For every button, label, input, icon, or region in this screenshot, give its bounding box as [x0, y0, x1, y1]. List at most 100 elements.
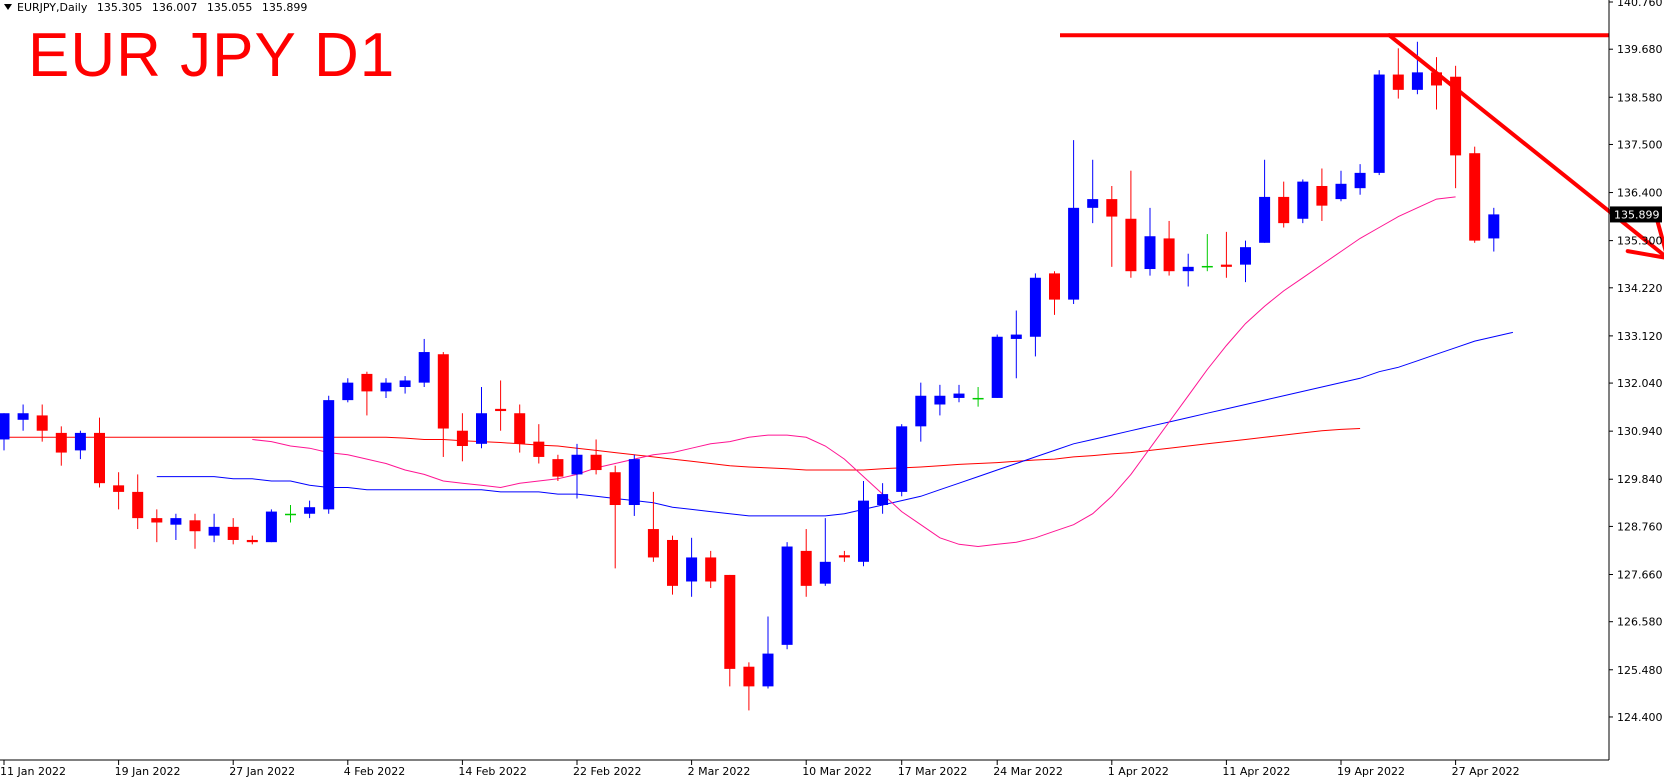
candle-body: [533, 441, 545, 457]
candle-body: [304, 507, 316, 514]
y-tick-label: 139.680: [1617, 43, 1663, 56]
candle-body: [495, 408, 507, 412]
x-tick-label: 11 Apr 2022: [1222, 765, 1290, 778]
candle-body: [628, 459, 640, 506]
candle-body: [1068, 207, 1080, 300]
y-tick-label: 125.480: [1617, 664, 1663, 677]
candle-body: [151, 518, 163, 523]
candle-body: [1335, 183, 1347, 200]
candle-body: [896, 426, 908, 492]
candle-body: [17, 413, 29, 420]
y-tick-label: 132.040: [1617, 377, 1663, 390]
candle-body: [1259, 196, 1271, 243]
candle-body: [1316, 185, 1328, 206]
candle-body: [342, 382, 354, 401]
candle-body: [514, 413, 526, 444]
candle-body: [934, 395, 946, 405]
candle-body: [609, 472, 621, 506]
ohlc-close: 135.899: [261, 1, 308, 14]
candle-body: [1240, 247, 1251, 265]
candle-body: [437, 354, 449, 429]
candle-body: [1411, 72, 1423, 90]
ohlc-low: 135.055: [206, 1, 253, 14]
x-tick-label: 1 Apr 2022: [1108, 765, 1169, 778]
x-tick-label: 11 Jan 2022: [0, 765, 66, 778]
y-tick-label: 126.580: [1617, 616, 1663, 629]
candle-body: [1488, 214, 1500, 239]
candle-body: [1029, 277, 1041, 337]
y-tick-label: 124.400: [1617, 711, 1663, 724]
candle-body: [743, 666, 755, 687]
candle-body: [1450, 76, 1462, 156]
candle-body: [246, 539, 258, 543]
candle-body: [1469, 153, 1481, 241]
x-tick-label: 19 Apr 2022: [1337, 765, 1405, 778]
candle-body: [590, 454, 602, 471]
candle-body: [265, 511, 277, 543]
candle-body: [132, 491, 144, 519]
y-tick-label: 140.760: [1617, 0, 1663, 9]
candle-body: [858, 500, 869, 562]
candle-body: [94, 432, 105, 484]
candle-body: [1182, 266, 1194, 272]
chart-header: EURJPY,Daily 135.305 136.007 135.055 135…: [4, 1, 307, 14]
candle-body: [1087, 199, 1099, 208]
candle-body: [552, 459, 564, 477]
x-tick-label: 17 Mar 2022: [898, 765, 968, 778]
x-tick-label: 27 Apr 2022: [1452, 765, 1520, 778]
candle-body: [189, 520, 201, 532]
candle-body: [476, 413, 487, 444]
candle-body: [418, 352, 430, 383]
candle-body: [1354, 172, 1366, 189]
candle-body: [1049, 273, 1060, 300]
y-tick-label: 137.500: [1617, 138, 1663, 151]
candle-body: [1010, 334, 1022, 339]
candle-body: [972, 397, 984, 400]
y-tick-label: 134.220: [1617, 282, 1663, 295]
candle-body: [838, 555, 850, 558]
candle-body: [361, 373, 373, 392]
ohlc-high: 136.007: [151, 1, 198, 14]
candle-body: [1220, 264, 1232, 267]
candle-body: [285, 513, 296, 516]
moving-average-fast: [252, 196, 1456, 548]
x-tick-label: 2 Mar 2022: [688, 765, 751, 778]
candle-body: [571, 454, 583, 475]
candle-body: [227, 526, 239, 540]
y-tick-label: 128.760: [1617, 520, 1663, 533]
candle-body: [170, 518, 182, 525]
candle-body: [1106, 199, 1118, 217]
candle-body: [877, 494, 889, 506]
x-tick-label: 27 Jan 2022: [229, 765, 295, 778]
candle-body: [456, 430, 468, 447]
candle-body: [647, 529, 659, 558]
candle-body: [208, 526, 220, 536]
y-tick-label: 129.840: [1617, 473, 1663, 486]
candle-body: [74, 432, 86, 451]
y-tick-label: 127.660: [1617, 568, 1663, 581]
candle-body: [724, 574, 736, 669]
candle-body: [819, 561, 831, 584]
y-tick-label: 133.120: [1617, 330, 1663, 343]
x-tick-label: 22 Feb 2022: [573, 765, 641, 778]
current-price-label-box: [1610, 206, 1662, 223]
candle-body: [781, 546, 793, 645]
candle-body: [0, 413, 10, 440]
candle-body: [686, 557, 698, 582]
x-tick-label: 4 Feb 2022: [344, 765, 405, 778]
candle-body: [991, 336, 1003, 398]
candle-body: [323, 400, 335, 510]
x-tick-label: 19 Jan 2022: [115, 765, 181, 778]
candle-body: [36, 415, 48, 431]
chart-menu-triangle-icon[interactable]: [4, 4, 12, 10]
x-tick-label: 14 Feb 2022: [458, 765, 526, 778]
candle-body: [1392, 74, 1404, 90]
candle-body: [1144, 236, 1156, 270]
candle-body: [705, 557, 717, 582]
y-tick-label: 130.940: [1617, 425, 1663, 438]
projection-arrow-head-icon: [1625, 220, 1664, 260]
current-price-label: 135.899: [1614, 208, 1660, 221]
candle-body: [800, 550, 812, 586]
